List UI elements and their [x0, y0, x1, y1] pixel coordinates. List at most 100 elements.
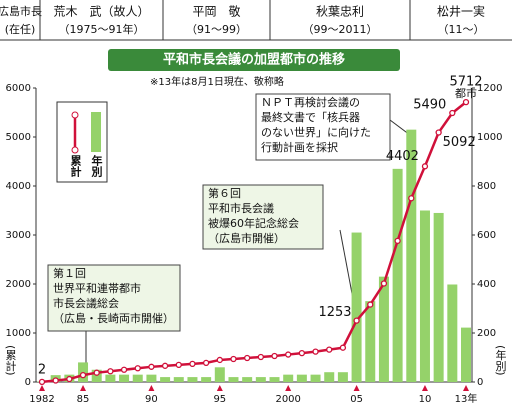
- bar: [406, 129, 417, 382]
- unit-label: 都市: [455, 86, 477, 100]
- bar: [105, 374, 116, 382]
- point: [353, 317, 360, 324]
- mayor-name: 松井一実: [437, 4, 485, 19]
- x-tick-label: 95: [213, 394, 226, 405]
- bar: [351, 232, 362, 382]
- y-tick-label: 2000: [6, 279, 31, 290]
- x-tick: [421, 385, 428, 391]
- y-axis-label: (累計): [4, 345, 17, 376]
- x-tick-label: 10: [419, 394, 432, 405]
- point: [421, 163, 429, 170]
- bar: [146, 374, 157, 382]
- bar: [187, 377, 198, 382]
- bar: [255, 377, 266, 382]
- legend-label: 年別: [90, 154, 104, 178]
- point: [408, 195, 415, 202]
- legend-point: [71, 146, 79, 154]
- bar: [365, 301, 376, 382]
- mayor-term: （1975～91年）: [59, 22, 145, 36]
- point: [230, 355, 237, 363]
- annotation-text: （広島市開催）: [208, 231, 285, 245]
- point: [380, 280, 388, 287]
- point: [435, 129, 442, 136]
- x-tick: [39, 385, 45, 391]
- bar: [269, 377, 280, 382]
- point: [52, 377, 59, 384]
- point: [257, 353, 264, 361]
- value-label: 5712: [449, 75, 482, 90]
- bar: [91, 369, 102, 382]
- bar: [310, 374, 321, 382]
- x-tick: [216, 385, 223, 391]
- x-tick-label: 05: [350, 394, 363, 405]
- bar: [119, 374, 130, 382]
- point: [93, 369, 100, 376]
- point: [216, 356, 223, 364]
- legend-label: 累計: [69, 155, 82, 178]
- annotation-text: ＮＰＴ再検討会議の: [261, 95, 360, 109]
- value-label: 5490: [413, 97, 446, 112]
- bar: [433, 212, 444, 382]
- y2-tick-label: 1200: [477, 83, 502, 94]
- point: [326, 346, 333, 353]
- annotation-text: （広島・長崎両市開催）: [53, 311, 174, 325]
- point: [134, 365, 141, 372]
- y2-tick-label: 600: [477, 230, 496, 241]
- point: [66, 375, 73, 383]
- mayor-name: 荒木 武（故人）: [53, 4, 149, 19]
- x-tick: [148, 385, 155, 391]
- x-tick: [80, 385, 87, 391]
- y-tick-label: 3000: [6, 230, 31, 241]
- y2-tick-label: 0: [477, 377, 483, 388]
- x-tick: [353, 385, 360, 391]
- bar: [132, 374, 143, 382]
- x-tick: [463, 385, 469, 391]
- chart-title: 平和市長会議の加盟都市の推移: [163, 52, 345, 68]
- bar: [173, 377, 184, 382]
- point: [271, 352, 278, 360]
- annotation-text: 市長会議総会: [53, 296, 119, 310]
- bar: [392, 168, 403, 382]
- point: [312, 348, 319, 355]
- bar: [242, 377, 253, 382]
- value-label: 1253: [318, 305, 351, 320]
- annotation-text: のない世界」に向けた: [261, 125, 371, 139]
- point: [244, 354, 251, 362]
- y-tick-label: 5000: [6, 132, 31, 143]
- y-tick-label: 0: [25, 377, 31, 388]
- title-banner: [108, 49, 400, 71]
- y-tick-label: 4000: [6, 181, 31, 192]
- value-label: 4402: [386, 149, 419, 164]
- x-tick-label: 1982: [29, 394, 54, 405]
- bar: [324, 372, 335, 382]
- y2-axis-label: (年別): [494, 345, 507, 376]
- bar: [283, 374, 294, 382]
- point: [367, 301, 374, 308]
- annotation-text: 第１回: [53, 266, 86, 280]
- point: [298, 349, 306, 357]
- point: [462, 98, 470, 106]
- value-label: 2: [38, 362, 46, 377]
- y2-tick-label: 200: [477, 328, 496, 339]
- bar: [160, 377, 171, 382]
- x-tick-label: 13年: [455, 392, 478, 405]
- annotation-box: [202, 184, 324, 250]
- value-label: 5092: [443, 135, 476, 150]
- mayor-term: （91～99）: [186, 23, 247, 36]
- point: [339, 344, 347, 351]
- annotation-box: [47, 264, 181, 332]
- bar: [447, 284, 458, 382]
- bar: [378, 276, 389, 382]
- bar: [337, 372, 348, 382]
- x-tick-label: 85: [77, 394, 90, 405]
- y-tick-label: 1000: [6, 328, 31, 339]
- bar: [201, 377, 212, 382]
- point: [394, 237, 401, 245]
- bar: [228, 377, 239, 382]
- point: [107, 368, 114, 375]
- point: [175, 361, 182, 369]
- mayor-term: （11～）: [438, 23, 485, 36]
- annotation-text: 世界平和連帯都市: [53, 281, 141, 295]
- point: [202, 359, 210, 367]
